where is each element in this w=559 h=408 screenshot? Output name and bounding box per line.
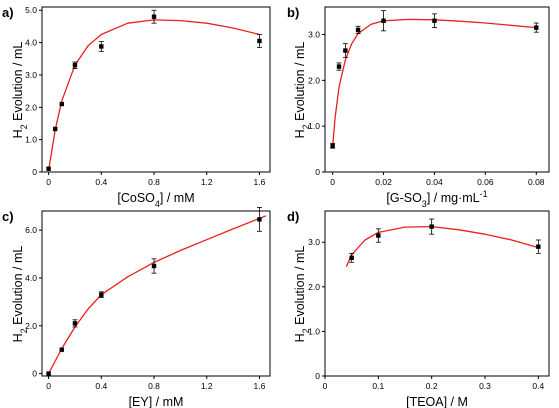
- panel-d: 0 0.1 0.2 0.3 0.4 0 1.0 2.0 3.0 d) [TEOA] / M H2 Ev…: [287, 209, 550, 408]
- data-point: [46, 371, 51, 376]
- y-tick-label: 0: [32, 369, 37, 379]
- panel-a: 0 0.4 0.8 1.2 1.6 0 1.0 2.0 3.0 4.0 5.0 a) [CoSO4] /…: [2, 5, 271, 209]
- x-axis-label: [TEOA] / M: [406, 395, 468, 408]
- data-point: [72, 321, 78, 326]
- panel-c: 0 0.4 0.8 1.2 1.6 0 2.0 4.0 6.0 c) [EY] / mM H2 Evo…: [2, 207, 271, 408]
- data-point: [151, 14, 157, 19]
- y-axis-label: H2 Evolution / mL: [11, 42, 29, 139]
- fit-curve: [331, 18, 537, 147]
- y-tick-label: 2.0: [25, 102, 37, 112]
- x-tick-label: 0.8: [148, 177, 160, 187]
- x-tick-label: 0.02: [375, 177, 392, 187]
- y-tick-label: 6.0: [25, 225, 37, 235]
- data-point: [349, 255, 354, 261]
- data-point: [151, 263, 157, 269]
- panel-label: d): [287, 209, 299, 224]
- data-point: [432, 18, 437, 23]
- y-tick-label: 2.0: [308, 282, 320, 292]
- y-tick-label: 2.0: [308, 75, 320, 85]
- plot-frame: [324, 6, 550, 173]
- x-tick-label: 0: [330, 177, 335, 187]
- x-axis-label: [CoSO4] / mM: [117, 191, 194, 209]
- data-point: [59, 101, 64, 107]
- data-point: [99, 292, 104, 297]
- data-point: [257, 217, 262, 222]
- data-point: [330, 143, 335, 149]
- y-tick-label: 1.0: [25, 135, 37, 145]
- data-point: [536, 244, 541, 249]
- y-tick-label: 1.0: [308, 121, 320, 131]
- y-axis-label: H2 Evolution / mL: [293, 246, 311, 343]
- x-tick-label: 1.2: [201, 177, 213, 187]
- x-axis-label: [EY] / mM: [129, 395, 184, 408]
- fit-curve: [48, 215, 267, 374]
- y-axis-label: H2 Evolution / mL: [293, 42, 311, 139]
- x-tick-label: 0.2: [426, 381, 438, 391]
- data-point: [59, 347, 64, 352]
- data-point: [72, 63, 78, 68]
- y-tick-label: 3.0: [25, 70, 37, 80]
- panel-label: b): [287, 5, 299, 20]
- data-point: [376, 233, 381, 238]
- x-tick-label: 1.2: [201, 381, 213, 391]
- x-tick-label: 0: [46, 381, 51, 391]
- data-point: [52, 126, 58, 132]
- y-tick-label: 1.0: [308, 326, 320, 336]
- y-tick-label: 5.0: [25, 5, 37, 15]
- x-tick-label: 0.08: [528, 177, 545, 187]
- x-tick-label: 0.4: [95, 381, 107, 391]
- data-point: [336, 64, 342, 69]
- x-axis-label: [G-SO3] / mg·mL-1: [386, 189, 487, 209]
- y-tick-label: 0: [32, 167, 37, 177]
- data-point: [429, 224, 434, 229]
- fit-curve: [47, 19, 260, 171]
- data-point: [343, 48, 348, 53]
- fit-curve: [345, 225, 539, 267]
- x-tick-label: 0.4: [95, 177, 107, 187]
- x-tick-label: 0.4: [532, 381, 544, 391]
- data-point: [355, 27, 361, 33]
- data-point: [381, 18, 386, 23]
- x-tick-label: 1.6: [254, 177, 266, 187]
- data-point: [99, 44, 104, 49]
- data-point: [534, 25, 539, 30]
- x-tick-label: 0: [323, 381, 328, 391]
- y-tick-label: 0: [315, 371, 320, 381]
- panel-b: 0 0.02 0.04 0.06 0.08 0 1.0 2.0 3.0 b) [G-SO3] / m…: [287, 5, 550, 209]
- panel-label: a): [2, 5, 14, 20]
- y-tick-label: 4.0: [25, 38, 37, 48]
- y-tick-label: 3.0: [308, 30, 320, 40]
- x-tick-label: 0.06: [477, 177, 494, 187]
- plot-frame: [324, 210, 550, 377]
- panel-label: c): [2, 209, 14, 224]
- x-tick-label: 0: [46, 177, 51, 187]
- x-tick-label: 0.1: [372, 381, 384, 391]
- y-tick-label: 4.0: [25, 273, 37, 283]
- plot-frame: [41, 6, 271, 173]
- data-point: [46, 166, 51, 171]
- y-tick-label: 3.0: [308, 237, 320, 247]
- x-tick-label: 0.04: [426, 177, 443, 187]
- y-axis-label: H2 Evolution / mL: [11, 246, 29, 343]
- y-tick-label: 2.0: [25, 321, 37, 331]
- x-tick-label: 1.6: [254, 381, 266, 391]
- data-point: [257, 38, 262, 44]
- y-tick-label: 0: [315, 167, 320, 177]
- x-tick-label: 0.3: [479, 381, 491, 391]
- x-tick-label: 0.8: [148, 381, 160, 391]
- plot-frame: [41, 210, 271, 377]
